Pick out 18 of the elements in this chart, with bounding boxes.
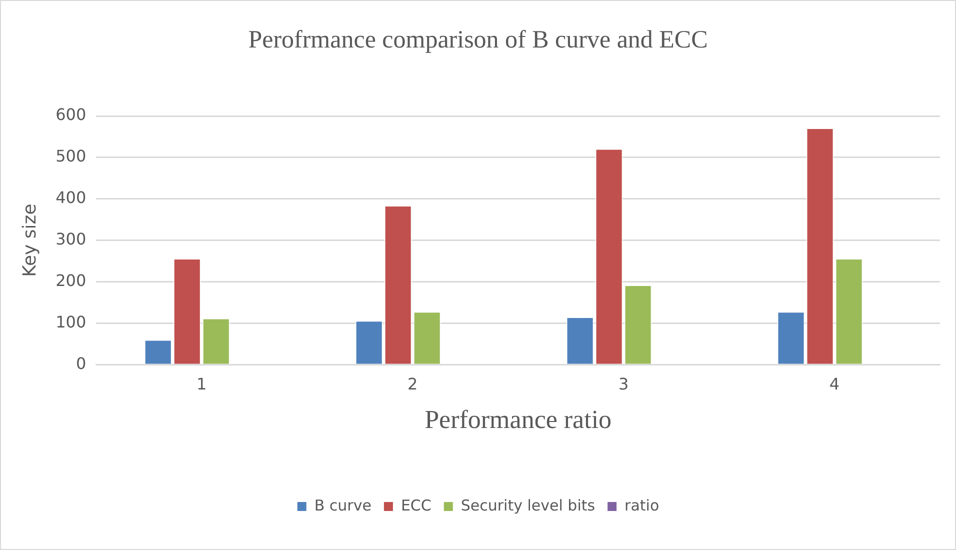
y-tick-label: 0 [76, 354, 86, 373]
y-tick-label: 100 [56, 312, 86, 332]
y-tick-label: 400 [56, 188, 86, 208]
legend-label: Security level bits [460, 496, 596, 514]
x-axis-title: Performance ratio [424, 405, 612, 434]
x-tick-label: 3 [618, 374, 629, 394]
y-tick-label: 200 [56, 270, 86, 290]
legend-label: ECC [400, 496, 432, 514]
y-tick-label: 300 [56, 229, 86, 248]
x-tick-label: 2 [407, 374, 418, 394]
x-tick-label: 4 [829, 374, 840, 394]
legend-label: B curve [314, 496, 372, 514]
y-tick-label: 600 [56, 105, 86, 124]
y-tick-label: 500 [56, 146, 86, 166]
legend-label: ratio [624, 496, 660, 514]
x-tick-label: 1 [196, 374, 207, 394]
chart-title: Perofrmance comparison of B curve and ECC [248, 26, 708, 54]
y-axis-title: Key size [19, 204, 40, 277]
